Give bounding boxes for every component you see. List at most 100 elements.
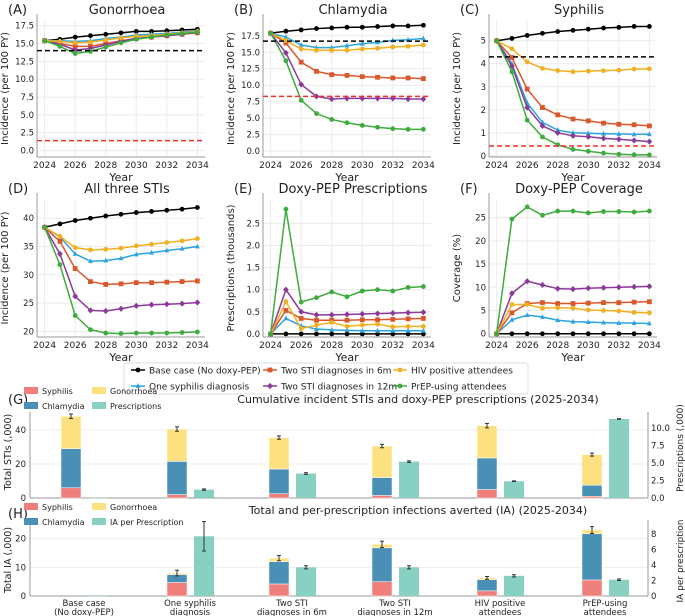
pentagon-marker xyxy=(420,42,426,48)
y-tick-label: 35 xyxy=(23,243,34,253)
square-marker xyxy=(118,281,124,287)
legend-label: Two STI diagnoses in 12m xyxy=(280,383,397,393)
hexagon-marker xyxy=(585,210,591,216)
hexagon-marker xyxy=(103,330,109,336)
square-marker xyxy=(585,118,591,124)
hexagon-marker xyxy=(133,36,139,42)
legend-label: HIV positive attendees xyxy=(411,367,513,377)
panel-h: 0 10 20 0 2 4 6 8 Total IA (,000) IA per prescrip… xyxy=(3,503,685,616)
category-label: PrEP-using xyxy=(583,599,628,609)
triangle-marker xyxy=(631,320,637,325)
hexagon-marker xyxy=(390,126,396,132)
diamond-marker xyxy=(194,299,201,306)
triangle-marker xyxy=(164,247,170,253)
legend-item: Chlamydia xyxy=(24,402,85,411)
diamond-marker xyxy=(328,311,335,318)
square-marker xyxy=(283,308,289,313)
hexagon-marker xyxy=(329,289,335,295)
y-tick-label: 2 xyxy=(481,106,486,116)
circle-marker xyxy=(616,24,622,30)
series-line xyxy=(43,226,198,335)
right-y-tick-label: 0.0 xyxy=(651,494,665,504)
right-y-tick-label: 5.0 xyxy=(651,459,665,469)
circle-marker xyxy=(555,331,561,337)
right-y-tick-label: 7.5 xyxy=(651,442,665,452)
square-marker xyxy=(420,316,426,321)
panel-letter: (A) xyxy=(8,3,27,18)
pentagon-marker xyxy=(103,246,109,252)
hexagon-marker xyxy=(133,330,139,336)
syphilis-bar xyxy=(268,583,290,597)
pentagon-marker xyxy=(646,310,652,316)
right-y-axis-label: IA per prescription xyxy=(676,519,685,602)
chlamydia-bar xyxy=(476,457,498,490)
right-y-tick-label: 8 xyxy=(651,530,656,540)
legend: Base case (No doxy-PEP) One syphilis diag… xyxy=(123,362,529,395)
diamond-marker xyxy=(420,309,427,316)
hexagon-marker xyxy=(194,29,200,35)
diamond-marker xyxy=(570,286,576,293)
x-tick-label: 2030 xyxy=(351,341,374,351)
triangle-marker xyxy=(179,245,185,251)
square-marker xyxy=(405,316,411,322)
triangle-marker xyxy=(646,320,652,326)
gonorrhoea-bar xyxy=(476,425,498,459)
series-one-syphilis-diagnosis xyxy=(42,224,200,264)
right-y-axis-label: Prescriptions (,000) xyxy=(676,404,685,492)
x-tick-label: 2028 xyxy=(320,161,343,171)
pentagon-marker xyxy=(359,46,365,52)
hexagon-marker xyxy=(540,212,545,218)
y-tick-label: 25 xyxy=(475,214,486,224)
hexagon-marker xyxy=(646,208,652,214)
triangle-marker xyxy=(375,39,380,45)
pentagon-marker xyxy=(540,305,545,311)
x-tick-label: 2024 xyxy=(33,341,56,351)
hexagon-marker xyxy=(420,284,426,289)
circle-marker xyxy=(329,25,335,31)
y-tick-label: 0 xyxy=(21,592,26,602)
hexagon-marker xyxy=(570,208,576,214)
pentagon-marker xyxy=(375,45,380,51)
diamond-marker xyxy=(570,132,576,139)
circle-marker xyxy=(88,215,93,221)
y-tick-label: 1.5 xyxy=(246,264,260,274)
y-tick-label: 10 xyxy=(475,283,486,293)
hexagon-marker xyxy=(194,329,200,335)
chlamydia-bar xyxy=(476,579,498,592)
series-line xyxy=(43,226,198,312)
gonorrhoea-bar xyxy=(166,428,188,462)
series-line xyxy=(44,206,198,229)
hexagon-marker xyxy=(390,288,396,294)
pentagon-marker xyxy=(585,68,591,74)
diamond-marker xyxy=(328,95,335,103)
square-marker xyxy=(555,301,561,306)
square-marker xyxy=(283,40,289,46)
square-marker xyxy=(375,317,380,323)
diamond-marker xyxy=(554,129,561,136)
x-axis-label: Year xyxy=(334,171,359,184)
square-marker xyxy=(359,74,365,80)
x-tick-label: 2034 xyxy=(412,161,435,171)
x-tick-label: 2030 xyxy=(351,161,374,171)
circle-marker xyxy=(524,33,530,38)
hexagon-marker xyxy=(179,31,185,36)
triangle-marker xyxy=(283,315,289,321)
legend-swatch xyxy=(24,518,38,525)
chlamydia-bar xyxy=(371,477,393,496)
pentagon-marker xyxy=(298,326,304,331)
diamond-marker xyxy=(102,307,109,315)
y-axis-label: Incidence (per 100 PY) xyxy=(452,32,463,145)
x-tick-label: 2034 xyxy=(638,161,661,171)
hexagon-marker xyxy=(616,151,622,157)
x-tick-label: 2026 xyxy=(64,341,87,351)
series-prep-using-attendees xyxy=(268,206,426,337)
panel-letter: (G) xyxy=(8,393,28,408)
circle-marker xyxy=(570,27,576,33)
circle-marker xyxy=(298,331,304,337)
legend-swatch xyxy=(92,402,106,409)
pentagon-marker xyxy=(555,68,561,74)
square-marker xyxy=(329,72,335,78)
hexagon-marker xyxy=(405,285,411,290)
series-hiv-positive-attendees xyxy=(42,224,200,253)
chlamydia-bar xyxy=(581,533,603,581)
